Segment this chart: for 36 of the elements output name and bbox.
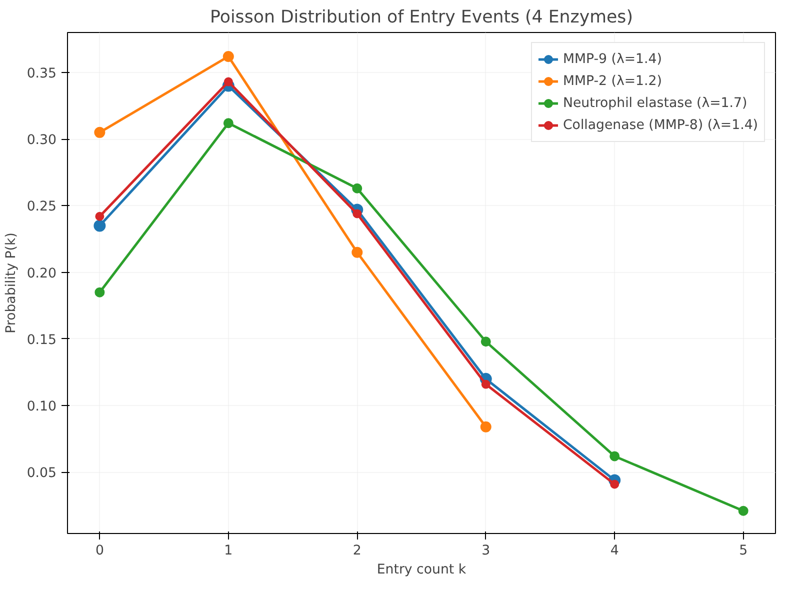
point — [480, 336, 491, 347]
point — [223, 118, 234, 128]
point — [94, 287, 105, 298]
x-axis-title: Entry count k — [376, 562, 466, 578]
y-tick-label: 0.10 — [26, 400, 57, 415]
y-tick-label: 0.30 — [26, 133, 57, 148]
x-tick-label: 5 — [739, 544, 748, 558]
point — [94, 220, 106, 232]
point — [610, 451, 620, 462]
y-tick-label: 0.05 — [26, 466, 57, 482]
legend-label: Collagenase (MMP-8) (λ=1.4) — [562, 118, 758, 132]
point — [352, 246, 363, 258]
point — [480, 421, 492, 432]
y-axis-title: Probability P(k) — [4, 232, 19, 334]
chart-title: Poisson Distribution of Entry Events (4 Enzymes) — [210, 8, 633, 28]
x-tick-label: 3 — [482, 544, 490, 558]
point — [481, 380, 490, 389]
y-tick-label: 0.15 — [26, 332, 57, 348]
y-tick-label: 0.20 — [26, 266, 57, 282]
y-tick-label: 0.35 — [26, 66, 57, 82]
point — [610, 480, 620, 489]
point — [95, 212, 104, 221]
x-tick-label: 0 — [95, 544, 104, 558]
x-tick-label: 1 — [224, 544, 233, 558]
point — [224, 77, 233, 86]
point — [352, 183, 362, 194]
legend-label: Neutrophil elastase (λ=1.7) — [562, 96, 748, 110]
point — [738, 506, 748, 516]
legend-label: MMP-9 (λ=1.4) — [562, 52, 662, 66]
x-tick-label: 2 — [352, 544, 362, 558]
y-tick-label: 0.25 — [26, 200, 57, 215]
x-tick-label: 4 — [610, 544, 619, 558]
point — [222, 50, 234, 62]
legend-label: MMP-2 (λ=1.2) — [562, 74, 662, 88]
point — [352, 209, 362, 218]
point — [94, 126, 106, 138]
